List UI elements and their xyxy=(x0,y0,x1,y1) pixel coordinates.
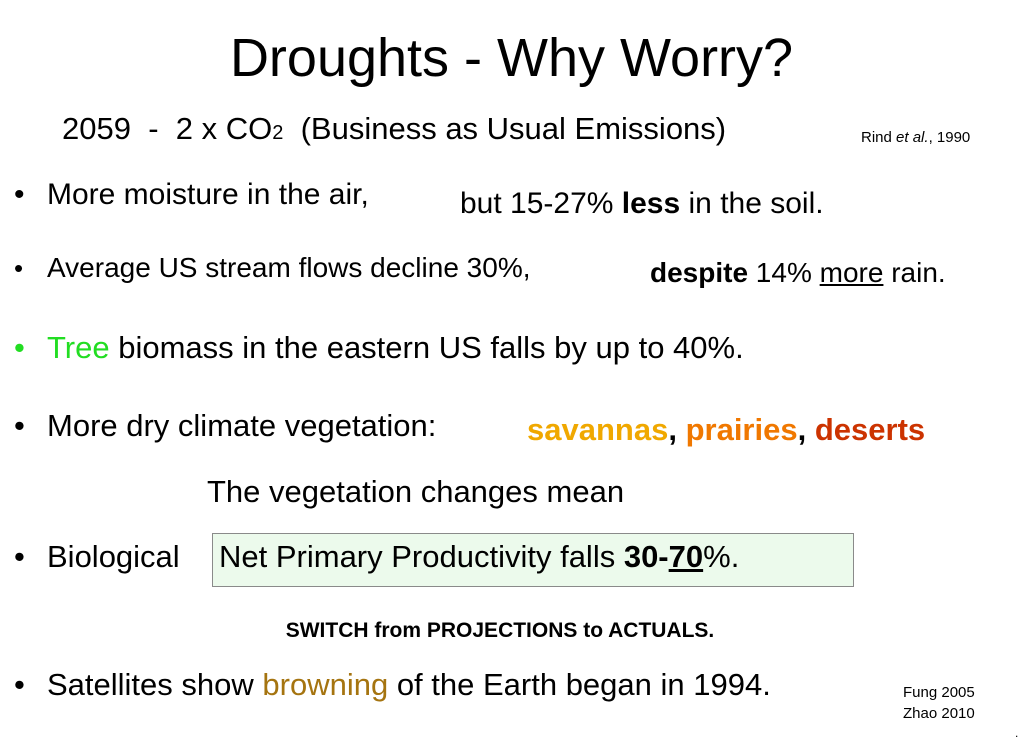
bullet-npp-lead: Biological xyxy=(47,539,180,574)
bullet-marker: • xyxy=(14,178,25,211)
subtitle-year: 2059 xyxy=(62,111,131,146)
citation-rind-etal: et al. xyxy=(896,129,929,146)
bullet-marker: • xyxy=(14,253,24,283)
bullet-streams-text: Average US stream flows decline 30%, xyxy=(47,252,531,283)
bullet-satellites-text: Satellites show browning of the Earth be… xyxy=(47,664,771,706)
bullet-marker: • xyxy=(14,330,25,365)
vegetation-note: The vegetation changes mean xyxy=(207,474,625,509)
tree-highlight: Tree xyxy=(47,330,110,365)
moisture-tail-post: in the soil. xyxy=(680,187,824,220)
citation-rind-name: Rind xyxy=(861,129,897,146)
slide-subtitle: 2059 - 2 x CO2 (Business as Usual Emissi… xyxy=(62,108,726,154)
subtitle-separator: - xyxy=(148,111,159,146)
citation-fung: Fung 2005 xyxy=(903,684,975,701)
bullet-tree-text: Tree biomass in the eastern US falls by … xyxy=(47,327,744,369)
npp-range-low: 30- xyxy=(623,539,669,574)
moisture-tail-pre: but 15-27% xyxy=(460,187,622,220)
npp-range-high: 70 xyxy=(668,539,704,574)
subtitle-co2: 2 x CO xyxy=(175,111,273,146)
slide-title: Droughts - Why Worry? xyxy=(229,28,794,88)
npp-boxed: Net Primary Productivity falls xyxy=(219,539,624,574)
citation-rind: Rind et al., 1990 xyxy=(861,128,970,148)
tree-rest: biomass in the eastern US falls by up to… xyxy=(109,330,744,365)
veg-comma: , xyxy=(797,412,807,447)
subtitle-scenario: (Business as Usual Emissions) xyxy=(300,111,727,146)
bullet-moisture-tail: but 15-27% less in the soil. xyxy=(460,183,824,225)
streams-tail-despite: despite xyxy=(650,257,749,288)
citation-rind-year: , 1990 xyxy=(928,129,971,146)
satellites-pre: Satellites show xyxy=(47,667,263,702)
satellites-browning: browning xyxy=(262,667,389,702)
bullet-marker: • xyxy=(14,667,25,702)
citation-zhao: Zhao 2010 xyxy=(903,705,975,722)
streams-tail-more: more xyxy=(819,257,884,288)
npp-range: 30-70 xyxy=(624,539,703,574)
bullet-marker: • xyxy=(14,408,25,443)
streams-tail-mid: 14% xyxy=(748,257,820,288)
veg-prairies: prairies xyxy=(685,412,798,447)
satellites-post: of the Earth began in 1994. xyxy=(388,667,771,702)
switch-note: SWITCH from PROJECTIONS to ACTUALS. xyxy=(285,619,715,642)
streams-tail-post: rain. xyxy=(883,257,946,288)
bullet-moisture-text: More moisture in the air, xyxy=(47,178,369,211)
veg-savannas: savannas xyxy=(527,412,669,447)
subtitle-co2-subscript: 2 xyxy=(272,122,284,144)
vegetation-types: savannas, prairies, deserts xyxy=(527,409,925,451)
npp-post: %. xyxy=(703,539,740,574)
bullet-vegetation-text: More dry climate vegetation: xyxy=(47,408,437,443)
bullet-marker: • xyxy=(14,539,25,574)
veg-deserts: deserts xyxy=(814,412,926,447)
npp-highlight-box xyxy=(212,533,854,587)
moisture-tail-less: less xyxy=(621,187,681,220)
veg-comma: , xyxy=(668,412,677,447)
bullet-streams-tail: despite 14% more rain. xyxy=(650,255,946,291)
npp-text: Net Primary Productivity falls 30-70%. xyxy=(219,536,739,578)
corner-mark: . xyxy=(1015,726,1019,740)
